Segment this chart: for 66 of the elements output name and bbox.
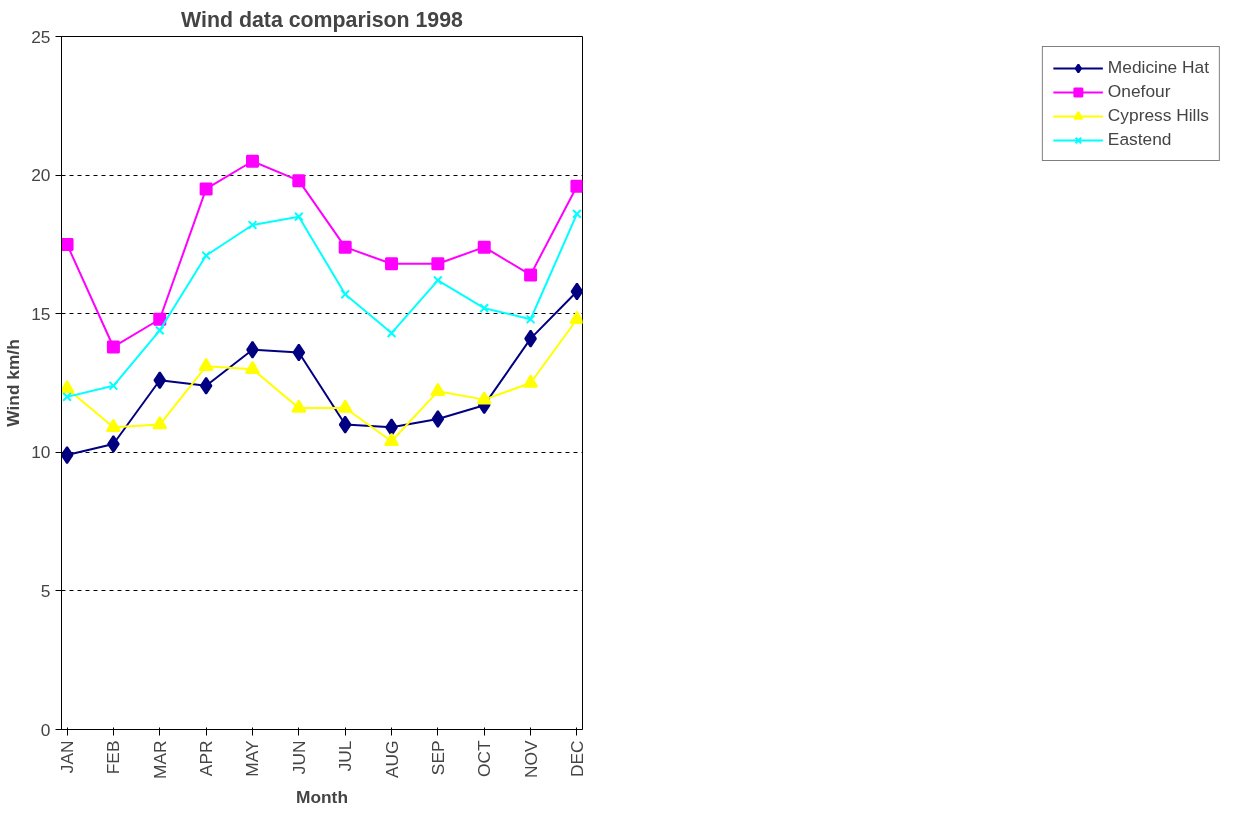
point	[291, 399, 307, 413]
legend-label: Medicine Hat	[1107, 57, 1209, 78]
point	[477, 240, 491, 254]
y-tick-label: 10	[31, 442, 51, 463]
point	[105, 418, 121, 433]
legend-label: Cypress Hills	[1107, 105, 1209, 126]
x-tick-label: NOV	[520, 740, 541, 779]
point	[153, 371, 167, 390]
x-tick-label: FEB	[103, 740, 124, 775]
x-tick-label: APR	[196, 740, 217, 777]
point	[108, 380, 119, 391]
point	[154, 325, 165, 336]
point	[106, 340, 120, 354]
point	[61, 237, 74, 251]
y-tick-label: 5	[40, 580, 51, 601]
point	[524, 268, 538, 282]
point	[572, 209, 582, 219]
point	[201, 250, 212, 261]
point	[385, 257, 399, 271]
legend-label: Onefour	[1107, 81, 1171, 102]
x-tick-label: OCT	[474, 740, 495, 778]
point	[431, 257, 445, 271]
point	[569, 310, 583, 324]
point	[386, 328, 397, 338]
point	[523, 374, 539, 388]
x-tick-label: JUL	[335, 740, 356, 772]
x-tick-label: AUG	[381, 740, 402, 779]
point	[247, 220, 258, 230]
point	[525, 314, 536, 325]
point	[570, 179, 583, 193]
y-axis-title: Wind km/h	[3, 339, 24, 427]
point	[431, 410, 445, 429]
chart-title: Wind data comparison 1998	[181, 7, 464, 32]
point	[338, 240, 352, 254]
point	[476, 391, 492, 405]
point	[153, 312, 167, 326]
y-tick-label: 15	[31, 303, 51, 324]
x-tick-label: SEP	[427, 740, 448, 776]
point	[338, 415, 352, 434]
point	[61, 380, 75, 394]
x-tick-label: MAY	[242, 740, 263, 777]
x-tick-label: DEC	[566, 740, 587, 778]
point	[198, 357, 214, 372]
point	[479, 303, 490, 314]
x-axis-title: Month	[296, 787, 348, 808]
point	[292, 174, 306, 188]
y-tick-label: 25	[31, 26, 51, 47]
point	[384, 432, 400, 446]
point	[340, 289, 351, 300]
point	[292, 343, 306, 362]
point	[337, 399, 353, 413]
legend-label: Eastend	[1107, 129, 1172, 150]
point	[293, 211, 304, 222]
x-tick-label: MAR	[149, 740, 170, 780]
x-tick-label: JUN	[288, 740, 309, 775]
point	[432, 275, 443, 286]
y-tick-label: 20	[31, 165, 51, 186]
point	[62, 391, 72, 402]
point	[245, 154, 259, 168]
point	[244, 360, 260, 374]
y-tick-label: 0	[40, 719, 51, 740]
point	[430, 382, 446, 397]
point	[199, 376, 213, 395]
point	[152, 416, 168, 430]
x-tick-label: JAN	[57, 740, 78, 774]
point	[199, 182, 213, 196]
